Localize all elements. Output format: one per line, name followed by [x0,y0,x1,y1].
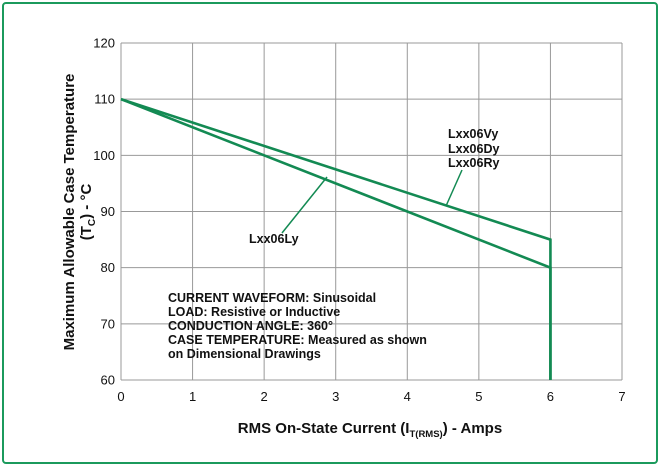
annotation-line-5: on Dimensional Drawings [168,347,321,361]
series-label-lxx06vy: Lxx06Vy [448,127,498,141]
chart-border [2,2,658,464]
y-tick-label: 80 [101,260,115,275]
grid-lines [120,42,623,381]
x-tick-label: 5 [475,389,482,404]
x-tick-label: 7 [618,389,625,404]
series-leader-upper [445,169,463,207]
y-axis-title-line2: (TC) - °C [78,184,98,241]
y-tick-label: 60 [101,373,115,388]
series-label-lxx06ly: Lxx06Ly [249,232,299,246]
series-lines [120,97,552,380]
y-tick-label: 110 [94,92,115,107]
series-label-lxx06ry: Lxx06Ry [448,156,499,170]
series-leader-lower [281,176,328,234]
annotation-line-1: CURRENT WAVEFORM: Sinusoidal [168,291,376,305]
annotation-line-4: CASE TEMPERATURE: Measured as shown [168,333,427,347]
series-line-lxx06ly [120,97,552,380]
y-tick-label: 100 [93,148,115,163]
annotation-line-2: LOAD: Resistive or Inductive [168,305,340,319]
annotation-line-3: CONDUCTION ANGLE: 360° [168,319,333,333]
x-tick-label: 3 [332,389,339,404]
y-tick-label: 120 [93,36,115,51]
x-tick-label: 1 [189,389,196,404]
x-tick-label: 4 [404,389,411,404]
series-label-lxx06dy: Lxx06Dy [448,142,499,156]
x-tick-label: 2 [261,389,268,404]
x-tick-label: 6 [547,389,554,404]
x-axis-title: RMS On-State Current (IT(RMS)) - Amps [238,420,502,440]
y-axis-title-line1: Maximum Allowable Case Temperature [61,74,78,351]
tick-labels: 0 1 2 3 4 5 6 7 60 70 80 90 100 110 120 [93,36,625,405]
x-tick-label: 0 [117,389,124,404]
y-tick-label: 90 [101,204,115,219]
y-tick-label: 70 [101,316,115,331]
